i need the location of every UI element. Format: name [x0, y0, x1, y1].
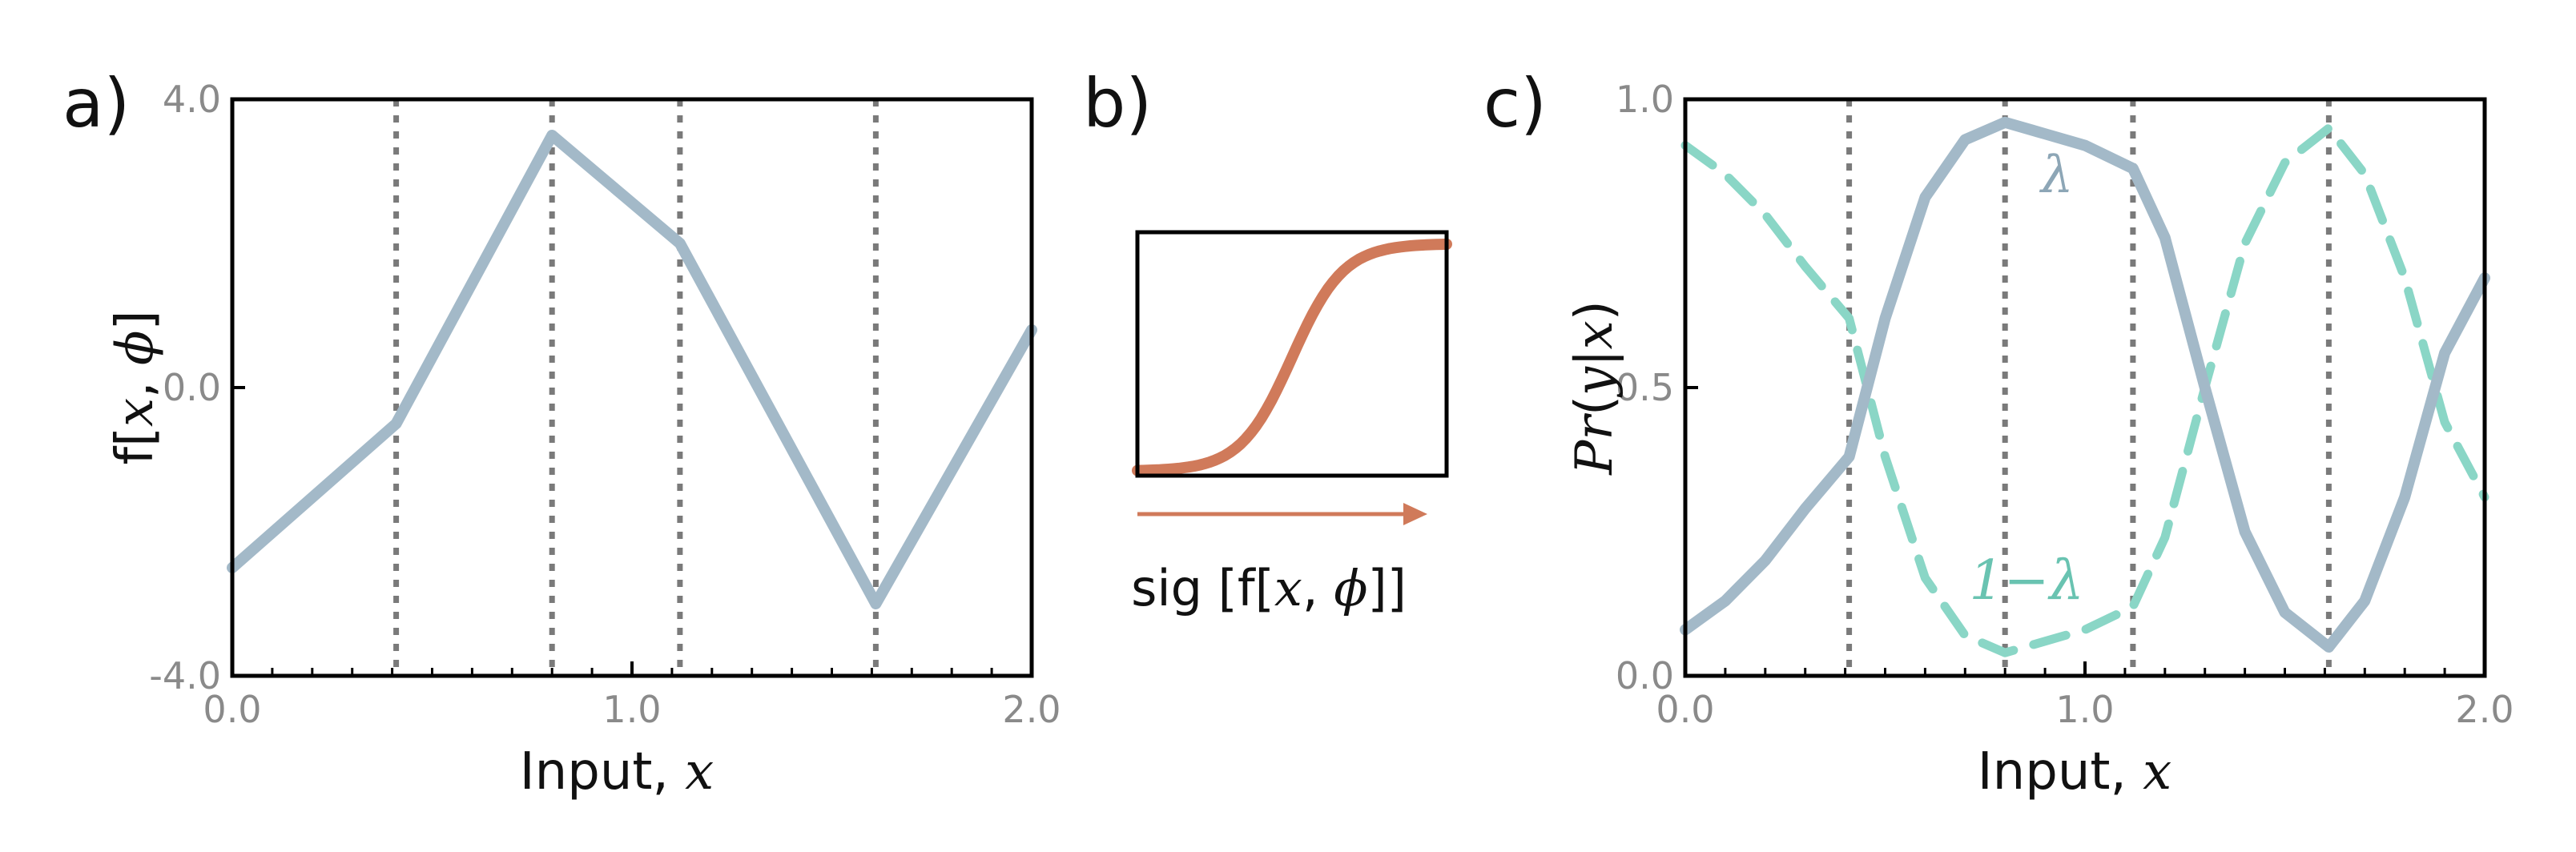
- panel-c-lambda-curve: [1680, 116, 2490, 653]
- panel-a-line: [227, 130, 1037, 609]
- svg-text:Input, x: Input, x: [520, 742, 714, 802]
- panel-c: c) 0.0 1.0 2.0 0.0 0.5 1.0 λ 1−λ Input, x Pr(…: [1483, 64, 2514, 802]
- panel-b-label: b): [1083, 64, 1152, 143]
- panel-a-y-tick-label: 0.0: [163, 366, 221, 409]
- panel-c-complement-annotation: 1−λ: [1969, 549, 2083, 613]
- panel-c-complement-curve: [1680, 123, 2489, 657]
- panel-c-x-tick-label: 1.0: [2055, 688, 2114, 731]
- panel-a-plot-area: [230, 97, 1034, 678]
- panel-a-label: a): [62, 64, 130, 143]
- svg-text:sig [f[x, ϕ]]: sig [f[x, ϕ]]: [1131, 559, 1407, 617]
- panel-b-sigmoid-curve: [1132, 238, 1452, 476]
- panel-c-label: c): [1483, 64, 1547, 143]
- panel-a: a) 0.0 1.0 2.0-4.00.04.0 Input, x f[x, ϕ]: [62, 64, 1061, 802]
- svg-text:f[x, ϕ]: f[x, ϕ]: [106, 311, 165, 465]
- panel-a-y-tick-label: 4.0: [163, 78, 221, 121]
- panel-c-xaxis-label: Input, x: [1978, 742, 2172, 802]
- panel-a-y-tick-label: -4.0: [149, 654, 221, 697]
- panel-c-lambda-annotation: λ: [2039, 146, 2074, 205]
- svg-text:Pr(y|x): Pr(y|x): [1565, 300, 1624, 475]
- panel-c-y-tick-label: 1.0: [1616, 78, 1674, 121]
- panel-c-yaxis-label: Pr(y|x): [1565, 300, 1624, 475]
- panel-a-yaxis-label: f[x, ϕ]: [106, 311, 165, 465]
- panel-b-plot-area: [1135, 230, 1449, 478]
- panel-c-y-tick-label: 0.0: [1616, 654, 1674, 697]
- panel-b-xaxis-label: sig [f[x, ϕ]]: [1131, 559, 1407, 617]
- panel-a-xaxis-label: Input, x: [520, 742, 714, 802]
- svg-text:Input, x: Input, x: [1978, 742, 2172, 802]
- panel-b-arrow: [1137, 503, 1427, 525]
- panel-b: b) sig [f[x, ϕ]]: [1083, 64, 1452, 617]
- panel-c-x-tick-label: 2.0: [2455, 688, 2514, 731]
- panel-c-y-tick-label: 0.5: [1616, 366, 1674, 409]
- panel-a-x-tick-label: 2.0: [1002, 688, 1061, 731]
- panel-a-x-tick-label: 0.0: [203, 688, 261, 731]
- panel-c-x-tick-label: 0.0: [1656, 688, 1714, 731]
- panel-a-x-tick-label: 1.0: [602, 688, 661, 731]
